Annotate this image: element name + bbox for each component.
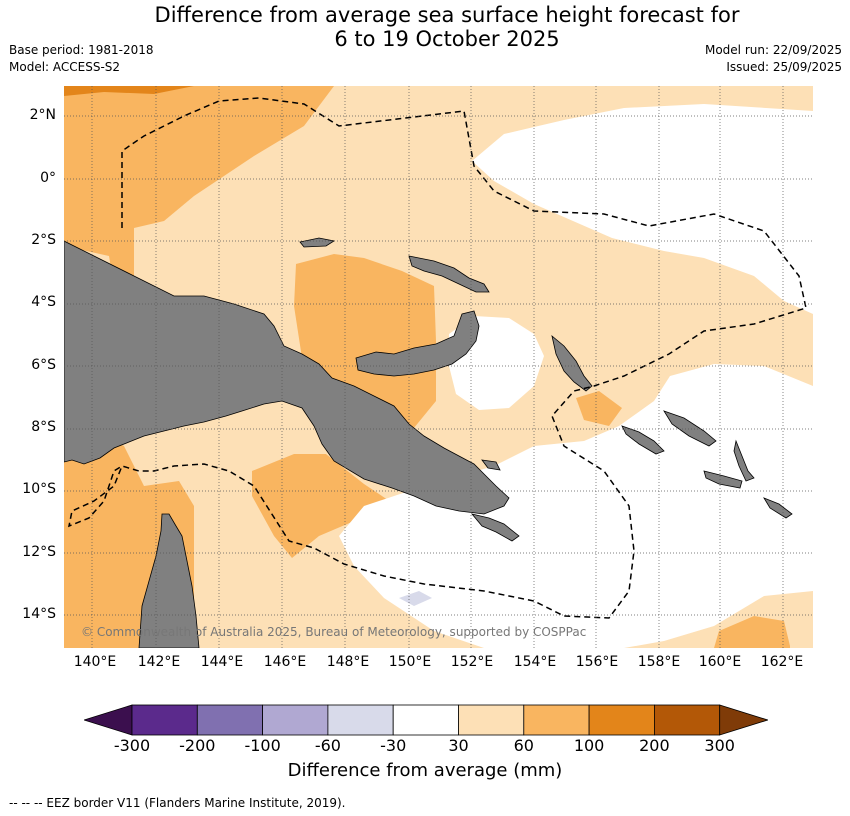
land-new-britain [355,310,480,377]
lat-label: 0° [40,170,56,186]
colorbar-segment [392,704,459,736]
colorbar-tick-label: 100 [573,736,605,755]
colorbar-segment [196,704,264,736]
land-solomons-4 [733,439,755,482]
land-solomons-1 [663,410,717,447]
model-name: Model: ACCESS-S2 [9,60,121,74]
title-line-2: 6 to 19 October 2025 [334,27,560,51]
colorbar-extend-low [84,704,133,736]
colorbar-segment [654,704,721,736]
colorbar-tick-label: -300 [113,736,151,755]
graticule [64,86,813,648]
lon-label: 146°E [263,654,307,670]
map-panel [64,86,813,648]
issued-date: Issued: 25/09/2025 [726,60,842,74]
colorbar-segment [458,704,525,736]
anomaly-60-100-nw [64,86,334,291]
colorbar-tick-label: 300 [704,736,735,755]
colorbar-tick-label: -30 [380,736,407,755]
land-solomons-5 [763,497,793,519]
lon-label: 152°E [450,654,494,670]
land-australia [138,513,200,648]
anomaly-60-100-solomon [576,391,622,426]
colorbar-tick-label: -60 [314,736,341,755]
lat-label: 2°S [31,232,56,248]
colorbar-tick-label: -100 [244,736,281,755]
colorbar-title: Difference from average (mm) [287,760,563,781]
land-manus [299,237,336,248]
colorbar-segment [523,704,590,736]
lat-label: 8°S [31,419,56,435]
lat-label: 10°S [22,481,56,497]
lon-label: 162°E [760,654,804,670]
lat-label: 12°S [22,544,56,560]
map-canvas [64,86,813,648]
eez-border-1 [67,97,807,619]
meta-right: Model run: 22/09/2025 Issued: 25/09/2025 [705,42,842,76]
lon-label: 160°E [698,654,742,670]
lon-label: 140°E [73,654,117,670]
lat-label: 2°N [29,107,56,123]
land-louisiade [470,513,520,542]
lon-label: 150°E [388,654,432,670]
copyright-notice: © Commonwealth of Australia 2025, Bureau… [81,625,587,639]
lon-label: 158°E [637,654,681,670]
anomaly-60-100-coral [252,454,394,558]
lon-label: 154°E [513,654,557,670]
colorbar-tick-label: 30 [448,736,469,755]
colorbar-tick-label: 200 [639,736,670,755]
land-solomons-3 [703,470,743,489]
colorbar-segment [131,704,198,736]
model-run: Model run: 22/09/2025 [704,43,842,57]
anomaly-60-100-se [714,616,790,648]
colorbar-tick-label: -200 [179,736,216,755]
colorbar-svg [84,704,768,736]
map-title: Difference from average sea surface heig… [0,3,850,51]
anomaly-neg-30-60-patch [399,591,432,606]
lon-label: 144°E [200,654,244,670]
colorbar-tick-label: 60 [513,736,534,755]
lat-label: 14°S [22,606,56,622]
land-new-guinea [64,240,510,515]
anomaly-neutral-north [472,104,813,314]
colorbar-segment [262,704,329,736]
anomaly-100-200-top [64,86,194,96]
lon-label: 156°E [575,654,619,670]
colorbar-extend-high [719,704,768,736]
colorbar-segment [327,704,394,736]
land-solomons-2 [621,425,665,455]
title-line-1: Difference from average sea surface heig… [154,3,740,27]
land-new-ireland [408,255,490,293]
lon-label: 142°E [137,654,181,670]
lat-label: 6°S [31,357,56,373]
meta-left: Base period: 1981-2018 Model: ACCESS-S2 [9,42,154,76]
colorbar-segment [588,704,655,736]
colorbar [84,704,768,736]
eez-footnote: -- -- -- EEZ border V11 (Flanders Marine… [9,796,346,810]
lon-label: 148°E [326,654,370,670]
land-dentrecasteaux [481,459,501,471]
land-bougainville [551,334,593,392]
lat-label: 4°S [31,294,56,310]
base-period: Base period: 1981-2018 [9,43,154,57]
